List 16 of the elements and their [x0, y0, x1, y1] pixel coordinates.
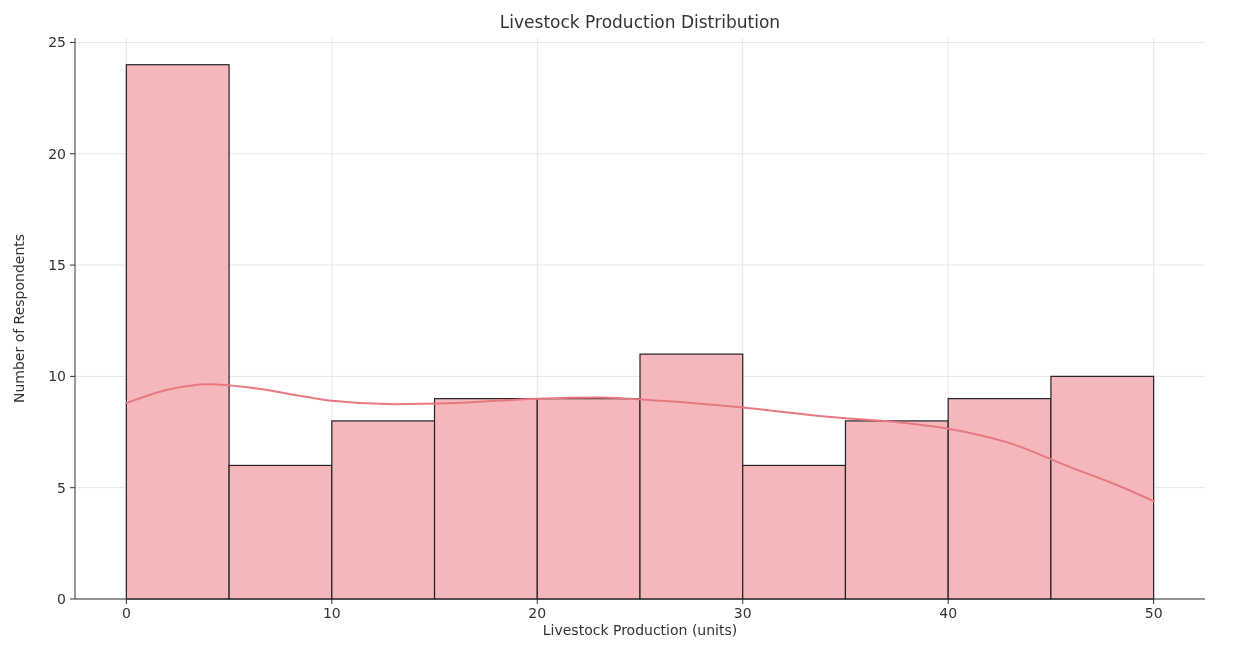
y-tick-label: 25 [48, 34, 66, 51]
x-axis-title: Livestock Production (units) [542, 622, 738, 638]
y-axis-title: Number of Respondents [11, 233, 27, 404]
line-series [125, 383, 1155, 503]
x-tick-label: 10 [322, 605, 341, 621]
y-tick-label: 10 [48, 368, 66, 385]
y-tick-label: 20 [48, 145, 66, 162]
x-tick-label: 0 [121, 605, 131, 621]
y-tick-label: 0 [57, 590, 66, 607]
x-tick-label: 20 [528, 605, 547, 621]
x-tick-label: 40 [939, 605, 958, 621]
chart-title: Livestock Production Distribution [499, 12, 781, 32]
y-tick-label: 15 [48, 256, 66, 273]
x-tick-label: 30 [733, 605, 752, 621]
x-tick-label: 50 [1144, 605, 1163, 621]
y-tick-label: 5 [57, 479, 66, 496]
